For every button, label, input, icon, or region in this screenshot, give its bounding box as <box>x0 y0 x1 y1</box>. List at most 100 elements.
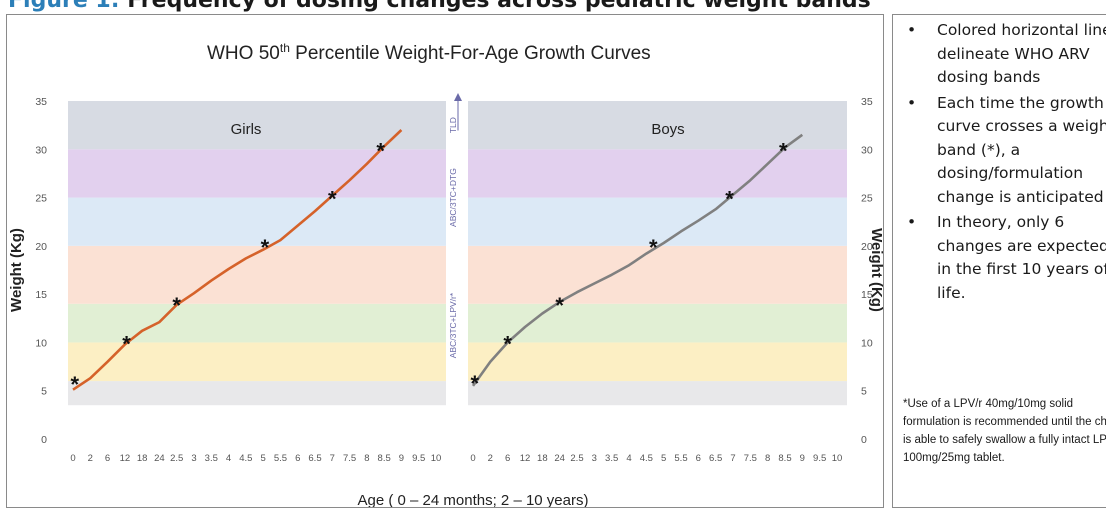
y-tick-label-left: 10 <box>35 337 47 349</box>
x-tick-label: 7.5 <box>744 453 757 464</box>
x-tick-label: 5 <box>260 453 265 464</box>
footnote: *Use of a LPV/r 40mg/10mg solid formulat… <box>903 398 1106 464</box>
x-tick-label: 8.5 <box>378 453 391 464</box>
x-tick-label: 8 <box>364 453 369 464</box>
x-tick-label: 18 <box>537 453 548 464</box>
x-tick-label: 12 <box>120 453 131 464</box>
y-tick-label-right: 25 <box>861 193 873 205</box>
x-tick-label: 5 <box>661 453 666 464</box>
y-tick-label-left: 30 <box>35 144 47 156</box>
growth-curve <box>471 133 804 387</box>
y-tick-label-left: 5 <box>41 386 47 398</box>
x-tick-label: 6 <box>505 453 510 464</box>
x-tick-label: 7.5 <box>343 453 356 464</box>
figure-label: Figure 1: <box>8 0 120 13</box>
band-crossing-marker: * <box>779 138 788 163</box>
weight-band <box>68 381 446 406</box>
x-tick-label: 0 <box>70 453 75 464</box>
x-tick-label: 8.5 <box>778 453 791 464</box>
weight-band <box>468 342 847 382</box>
weight-band <box>468 149 847 198</box>
regimen-label: TLD <box>448 117 458 133</box>
weight-band <box>468 381 847 406</box>
x-tick-label: 10 <box>431 453 442 464</box>
x-tick-label: 18 <box>137 453 148 464</box>
x-tick-label: 5.5 <box>274 453 287 464</box>
weight-band <box>68 245 446 304</box>
y-tick-label-right: 10 <box>861 337 873 349</box>
x-tick-label: 4 <box>626 453 631 464</box>
x-tick-label: 4.5 <box>640 453 653 464</box>
band-crossing-marker: * <box>555 293 564 318</box>
y-tick-label-right: 20 <box>861 241 873 253</box>
weight-band <box>68 303 446 343</box>
x-tick-label: 3 <box>592 453 597 464</box>
band-crossing-marker: * <box>649 235 658 260</box>
figure-caption: Figure 1: Frequency of dosing changes ac… <box>8 0 871 13</box>
y-axis-title-left: Weight (Kg) <box>8 228 25 312</box>
panel-name: Boys <box>651 121 684 138</box>
x-tick-label: 9 <box>399 453 404 464</box>
x-tick-label: 24 <box>554 453 565 464</box>
notes-list: • Colored horizontal lines delineate WHO … <box>893 19 1106 307</box>
x-tick-label: 6 <box>105 453 110 464</box>
band-crossing-marker: * <box>261 235 270 260</box>
figure-title: Frequency of dosing changes across pedia… <box>127 0 871 13</box>
x-tick-label: 9.5 <box>412 453 425 464</box>
weight-band <box>468 101 847 150</box>
growth-curve <box>72 129 403 391</box>
weight-band <box>68 342 446 382</box>
chart-frame: WHO 50th Percentile Weight-For-Age Growt… <box>6 14 884 508</box>
y-tick-label-left: 25 <box>35 193 47 205</box>
band-crossing-marker: * <box>328 187 337 212</box>
x-tick-label: 0 <box>470 453 475 464</box>
x-axis-title: Age ( 0 – 24 months; 2 – 10 years) <box>358 492 589 507</box>
note-item: • Colored horizontal lines delineate WHO … <box>893 19 1106 90</box>
band-crossing-marker: * <box>503 331 512 356</box>
y-tick-label-left: 0 <box>41 434 47 446</box>
x-tick-label: 7 <box>730 453 735 464</box>
x-tick-label: 6 <box>295 453 300 464</box>
x-tick-label: 9 <box>800 453 805 464</box>
x-tick-label: 6.5 <box>709 453 722 464</box>
bullet-icon: • <box>907 93 917 112</box>
band-crossing-marker: * <box>172 293 181 318</box>
x-tick-label: 6 <box>696 453 701 464</box>
panel-name: Girls <box>231 121 262 138</box>
y-tick-label-left: 35 <box>35 96 47 108</box>
weight-band <box>468 303 847 343</box>
bullet-icon: • <box>907 21 917 39</box>
x-tick-label: 5.5 <box>674 453 687 464</box>
chart-title-main: WHO 50 <box>207 43 280 64</box>
x-tick-label: 7 <box>330 453 335 464</box>
x-tick-label: 2 <box>88 453 93 464</box>
x-tick-label: 3.5 <box>605 453 618 464</box>
x-tick-label: 2.5 <box>170 453 183 464</box>
band-crossing-marker: * <box>725 187 734 212</box>
tld-arrow-icon <box>454 93 462 101</box>
y-tick-label-left: 20 <box>35 241 47 253</box>
weight-band <box>68 197 446 246</box>
x-tick-label: 6.5 <box>308 453 321 464</box>
y-tick-label-right: 30 <box>861 144 873 156</box>
note-text: Colored horizontal lines delineate WHO A… <box>937 21 1106 86</box>
y-tick-label-right: 15 <box>861 289 873 301</box>
weight-band <box>68 101 446 150</box>
x-tick-label: 4 <box>226 453 231 464</box>
note-item: • Each time the growth curve crosses a we… <box>893 92 1106 210</box>
band-crossing-marker: * <box>470 371 479 396</box>
x-tick-label: 8 <box>765 453 770 464</box>
y-tick-label-right: 35 <box>861 96 873 108</box>
note-text: Each time the growth curve crosses a wei… <box>937 93 1106 206</box>
x-tick-label: 2 <box>488 453 493 464</box>
x-tick-label: 24 <box>154 453 165 464</box>
bullet-icon: • <box>907 213 917 231</box>
weight-band <box>468 197 847 246</box>
x-tick-label: 3.5 <box>205 453 218 464</box>
y-tick-label-right: 5 <box>861 386 867 398</box>
x-tick-label: 2.5 <box>570 453 583 464</box>
chart-title-sup: th <box>280 41 290 55</box>
band-crossing-marker: * <box>70 372 79 397</box>
growth-chart: WHO 50th Percentile Weight-For-Age Growt… <box>8 41 883 507</box>
regimen-label: ABC/3TC+LPV/r* <box>448 292 458 358</box>
